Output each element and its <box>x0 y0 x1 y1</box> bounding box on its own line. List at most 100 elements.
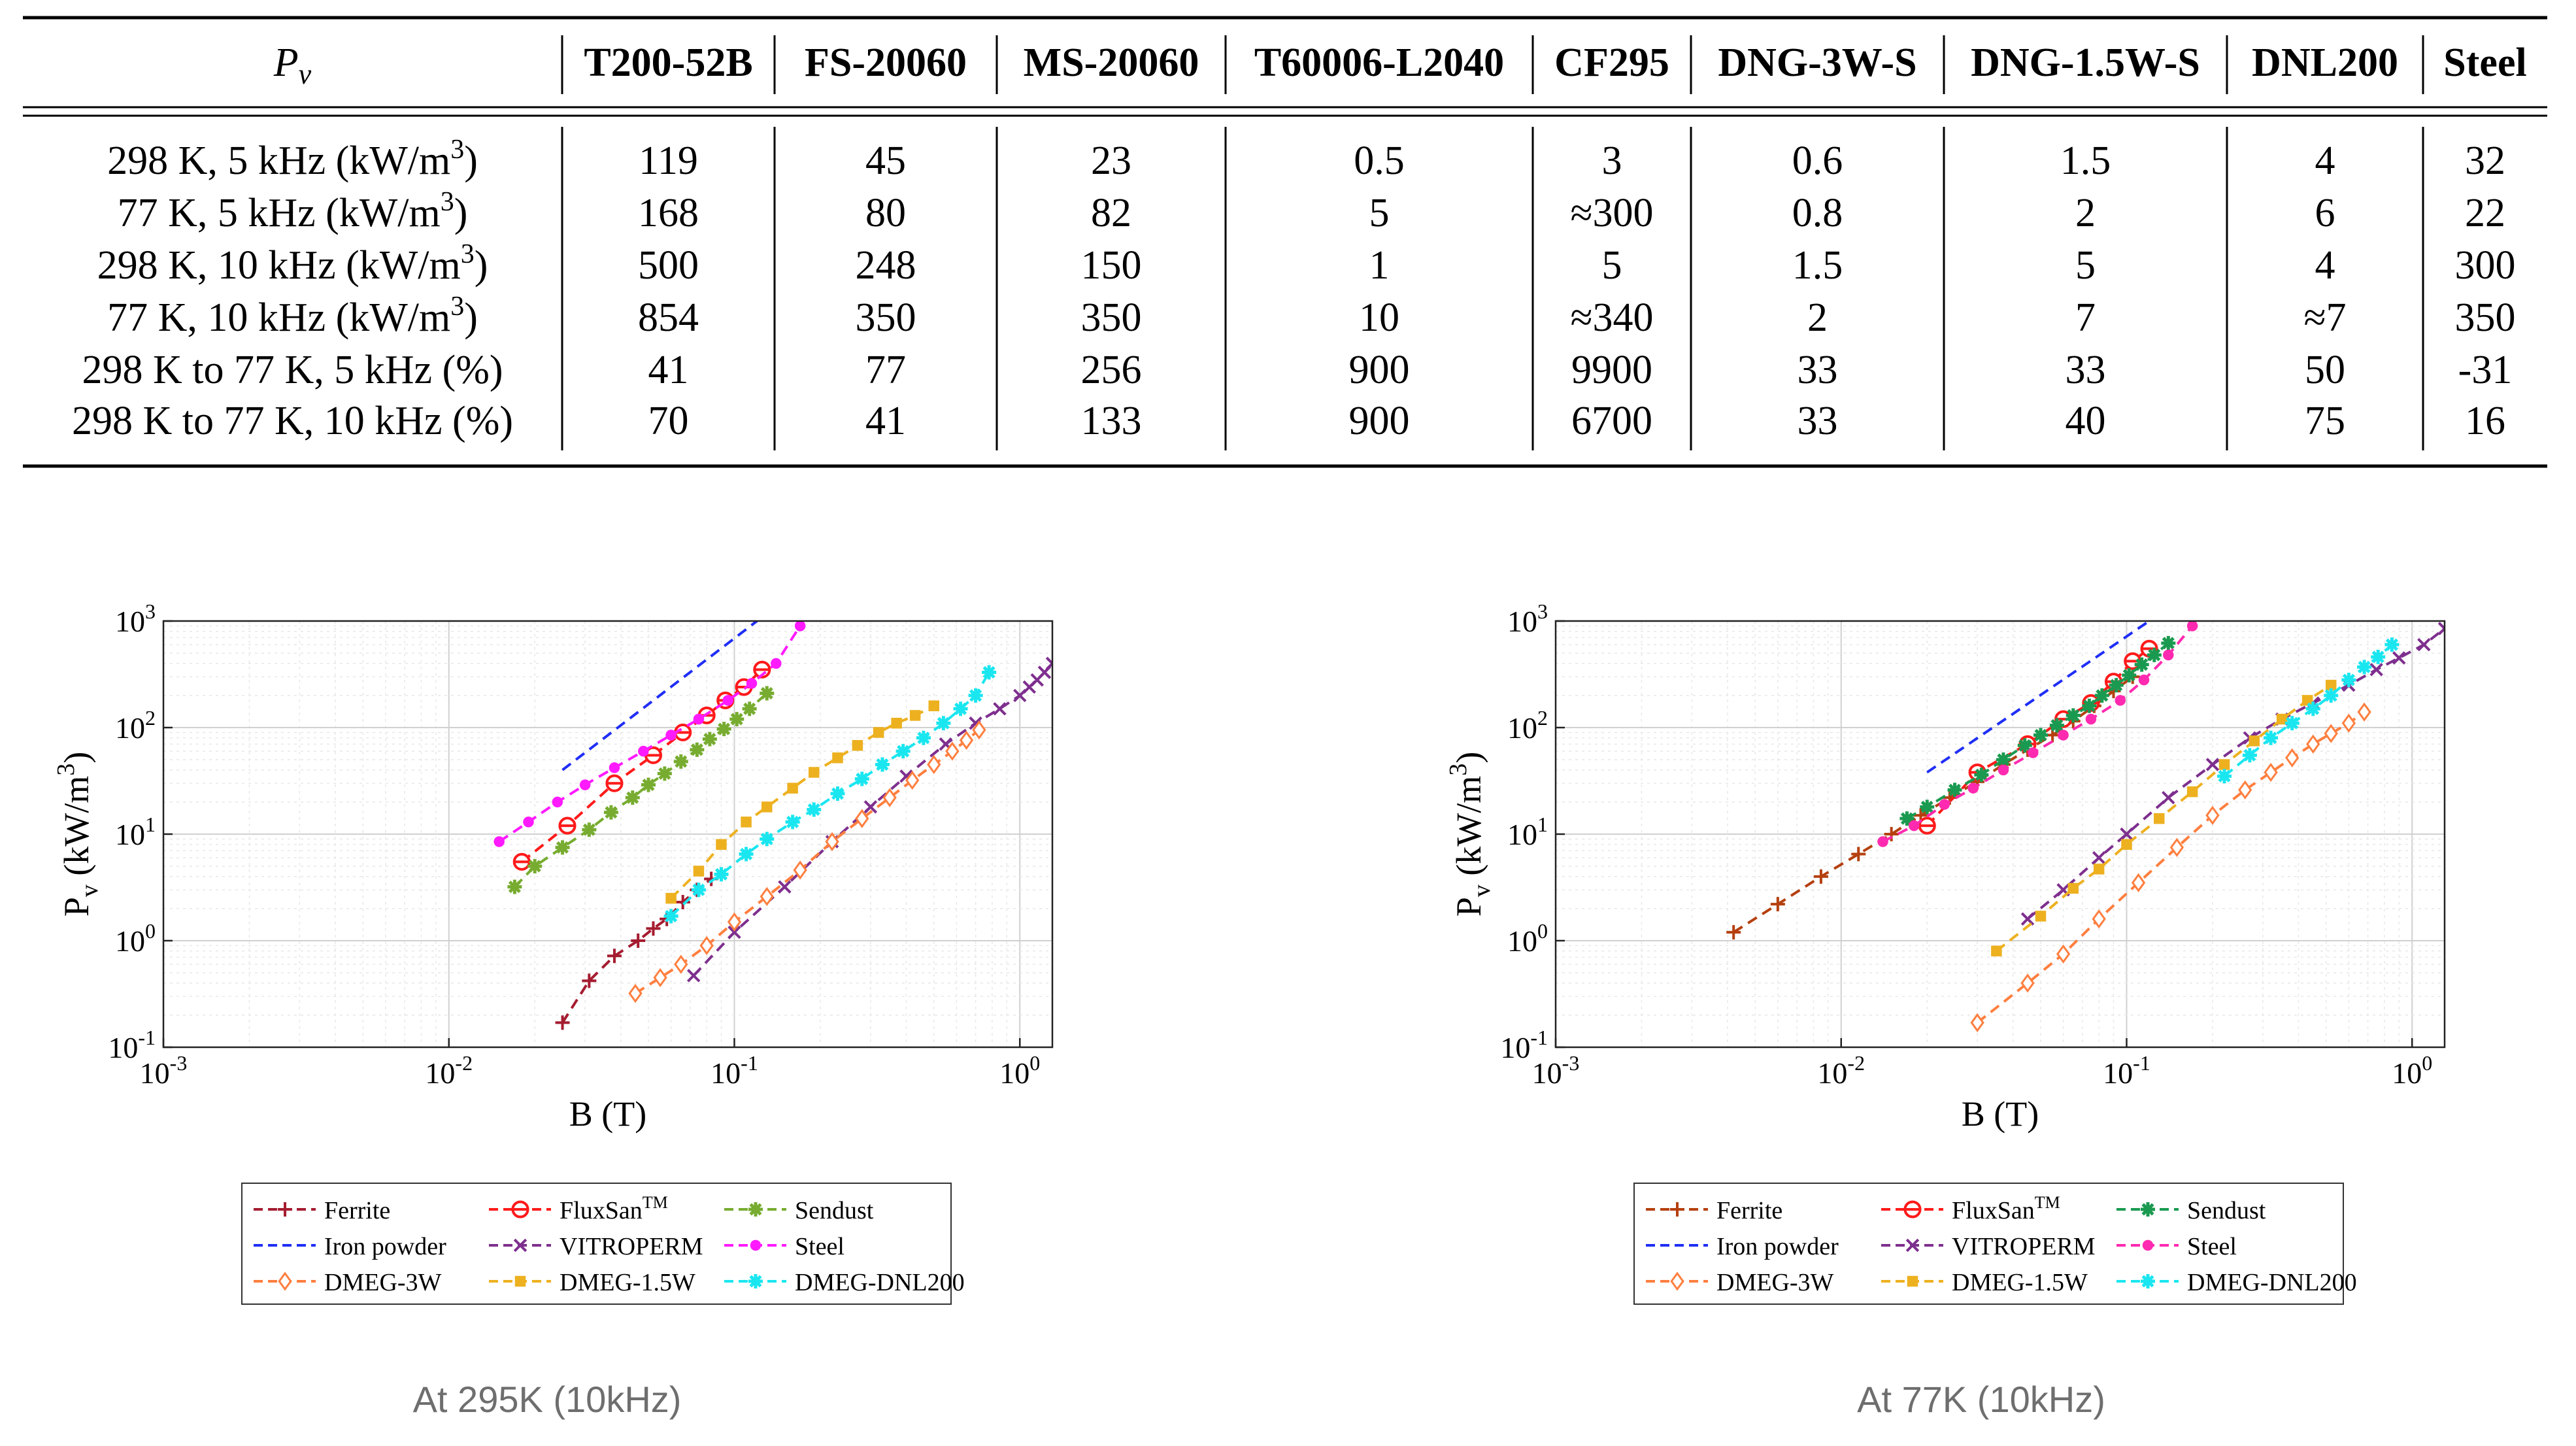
data-point <box>863 800 878 814</box>
legend-label: VITROPERM <box>1952 1233 2096 1260</box>
data-point <box>1884 827 1899 841</box>
table-cell: 33 <box>1798 348 1838 392</box>
table-cell: 80 <box>865 191 906 235</box>
data-point <box>607 949 622 964</box>
table-cell: 70 <box>648 399 689 443</box>
data-point <box>2135 658 2149 671</box>
table-cell: 82 <box>1091 191 1131 235</box>
data-point <box>686 969 701 983</box>
table-row-label-main: 77 K, 5 kHz (kW/m <box>118 191 441 235</box>
series-vitroperm <box>2020 622 2445 926</box>
ticks: 10-3 10-2 10-1 100 10-1 100 101 102 103 <box>1500 599 2432 1090</box>
x-axis-label: B (T) <box>569 1094 646 1134</box>
data-point <box>761 801 773 813</box>
data-point <box>703 733 716 746</box>
table-row-label: 77 K, 5 kHz (kW/m3) <box>118 187 468 235</box>
data-point <box>2131 873 2146 892</box>
data-point <box>909 710 921 721</box>
table-column-header: T200-52B <box>584 41 752 85</box>
table-header-pv-main: P <box>273 41 299 85</box>
series-line <box>1882 625 2194 843</box>
table-column-header: T60006-L2040 <box>1254 41 1504 85</box>
data-point <box>1045 656 1052 671</box>
series-steel <box>493 621 806 847</box>
data-point <box>2141 1275 2154 1288</box>
data-point <box>2067 883 2079 894</box>
series-line <box>1976 711 2366 1024</box>
table-row-label-sup: 3 <box>450 292 464 322</box>
data-point <box>2034 728 2047 742</box>
table-row-label-main: 298 K to 77 K, 10 kHz (%) <box>72 399 513 443</box>
data-point <box>1997 753 2010 766</box>
table-cell: 150 <box>1081 243 1142 288</box>
series-line <box>670 671 990 917</box>
series-line <box>634 729 980 995</box>
series-line <box>1926 621 2150 774</box>
data-point <box>556 841 569 854</box>
caption-77k: At 77K (10kHz) <box>1857 1379 2105 1420</box>
series-steel <box>1877 621 2198 847</box>
legend-label: DMEG-DNL200 <box>795 1269 965 1296</box>
data-point <box>1908 820 1920 832</box>
data-point <box>954 702 967 715</box>
data-point <box>2186 786 2198 798</box>
table-cell: 10 <box>1359 295 1399 340</box>
data-point <box>831 787 845 800</box>
table-row-label: 298 K, 5 kHz (kW/m3) <box>107 135 478 183</box>
data-point <box>2186 621 2198 631</box>
series-dmeg-3w <box>1970 702 2371 1033</box>
data-point <box>750 1239 761 1251</box>
data-point <box>2371 650 2384 664</box>
table-cell: 900 <box>1349 348 1410 392</box>
data-point <box>2067 709 2080 722</box>
table-row-label-main: 298 K to 77 K, 5 kHz (%) <box>82 348 503 392</box>
table-cell: -31 <box>2458 348 2513 392</box>
data-point <box>1877 836 1888 847</box>
legend-box <box>241 1183 952 1305</box>
table-cell: 300 <box>2455 243 2516 288</box>
legend-label: Sendust <box>795 1197 874 1224</box>
table-cell: 4 <box>2315 243 2335 288</box>
chart-295k: 10-3 10-2 10-1 100 10-1 100 101 102 103 B (T) Pv (… <box>13 575 1157 1334</box>
legend-label: DMEG-3W <box>1716 1269 1834 1296</box>
data-point <box>1770 897 1785 912</box>
data-point <box>794 621 806 631</box>
data-point <box>2018 739 2032 752</box>
legend-label: DMEG-3W <box>324 1269 442 1296</box>
legend-label: VITROPERM <box>560 1233 703 1260</box>
data-point <box>1900 812 1913 825</box>
data-point <box>1991 945 2002 957</box>
data-point <box>730 713 743 726</box>
data-point <box>969 689 982 702</box>
data-point <box>609 762 620 773</box>
data-point <box>2142 1239 2154 1251</box>
table-cell: 7 <box>2075 295 2096 340</box>
table-cell: 4 <box>2315 139 2335 183</box>
data-point <box>2115 695 2126 706</box>
legend-label: Ferrite <box>324 1197 390 1224</box>
table-cell: 5 <box>1602 243 1622 288</box>
table-row-label-close: ) <box>475 243 488 288</box>
table-cell: 1 <box>1369 243 1390 288</box>
table-cell: 22 <box>2465 191 2505 235</box>
data-point <box>2205 805 2220 825</box>
table-cell: 40 <box>2066 399 2106 443</box>
table-cell: 2 <box>1807 295 1828 340</box>
plot-frame <box>1554 620 2446 1049</box>
data-point <box>665 909 678 922</box>
data-point <box>2385 638 2398 651</box>
data-point <box>1939 799 1950 810</box>
data-point <box>2120 827 2133 841</box>
data-point <box>771 658 782 669</box>
data-point <box>2301 695 2313 706</box>
x-tick-label: 10-2 <box>425 1051 473 1090</box>
data-point <box>959 730 974 750</box>
data-point <box>1905 1238 1920 1253</box>
data-point <box>2020 912 2035 926</box>
data-point <box>897 745 910 758</box>
chart-77k-svg: 10-3 10-2 10-1 100 10-1 100 101 102 103 B (T) Pv (… <box>1445 599 2446 1305</box>
data-point <box>876 758 889 771</box>
data-point <box>2307 702 2320 715</box>
chart-77k: 10-3 10-2 10-1 100 10-1 100 101 102 103 B (T) Pv (… <box>1405 575 2549 1334</box>
data-point <box>675 895 690 910</box>
